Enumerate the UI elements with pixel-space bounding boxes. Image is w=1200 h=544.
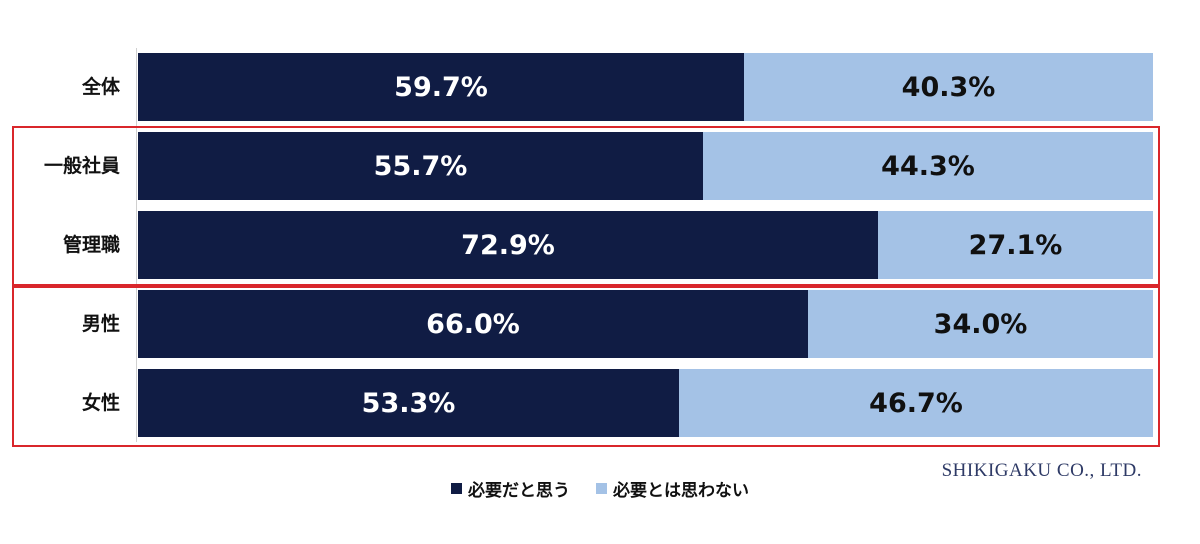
data-label: 53.3% xyxy=(361,387,456,419)
bar-segment-agree: 59.7% xyxy=(138,53,744,121)
data-label: 59.7% xyxy=(394,71,488,103)
data-label: 34.0% xyxy=(933,308,1028,340)
legend-swatch-dark xyxy=(451,483,462,494)
category-label: 一般社員 xyxy=(43,155,120,177)
data-label: 46.7% xyxy=(869,387,963,419)
highlight-box-position xyxy=(12,126,1160,286)
company-watermark: SHIKIGAKU CO., LTD. xyxy=(941,460,1142,481)
bar-segment-disagree: 34.0% xyxy=(808,290,1153,358)
bar-segment-disagree: 40.3% xyxy=(744,53,1153,121)
highlight-box-gender xyxy=(12,286,1160,447)
legend: 必要だと思う 必要とは思わない xyxy=(0,476,1200,501)
bar-segment-disagree: 44.3% xyxy=(703,132,1153,200)
category-label: 女性 xyxy=(81,392,120,414)
legend-swatch-light xyxy=(596,483,607,494)
bar-segment-disagree: 46.7% xyxy=(679,369,1153,437)
legend-label-disagree: 必要とは思わない xyxy=(613,481,749,501)
category-label: 男性 xyxy=(81,313,120,335)
bar-segment-agree: 53.3% xyxy=(138,369,679,437)
legend-item-agree: 必要だと思う xyxy=(451,476,570,501)
bar-segment-agree: 66.0% xyxy=(138,290,808,358)
category-label: 管理職 xyxy=(62,234,120,256)
data-label: 44.3% xyxy=(881,150,975,182)
data-label: 40.3% xyxy=(901,71,996,103)
category-label: 全体 xyxy=(81,76,120,98)
bar-segment-agree: 55.7% xyxy=(138,132,703,200)
data-label: 27.1% xyxy=(968,229,1063,261)
data-label: 72.9% xyxy=(461,229,555,261)
bar-segment-disagree: 27.1% xyxy=(878,211,1153,279)
legend-label-agree: 必要だと思う xyxy=(468,481,570,501)
data-label: 66.0% xyxy=(426,308,520,340)
category-axis-line xyxy=(136,48,137,442)
legend-item-disagree: 必要とは思わない xyxy=(596,476,749,501)
bar-segment-agree: 72.9% xyxy=(138,211,878,279)
data-label: 55.7% xyxy=(373,150,468,182)
